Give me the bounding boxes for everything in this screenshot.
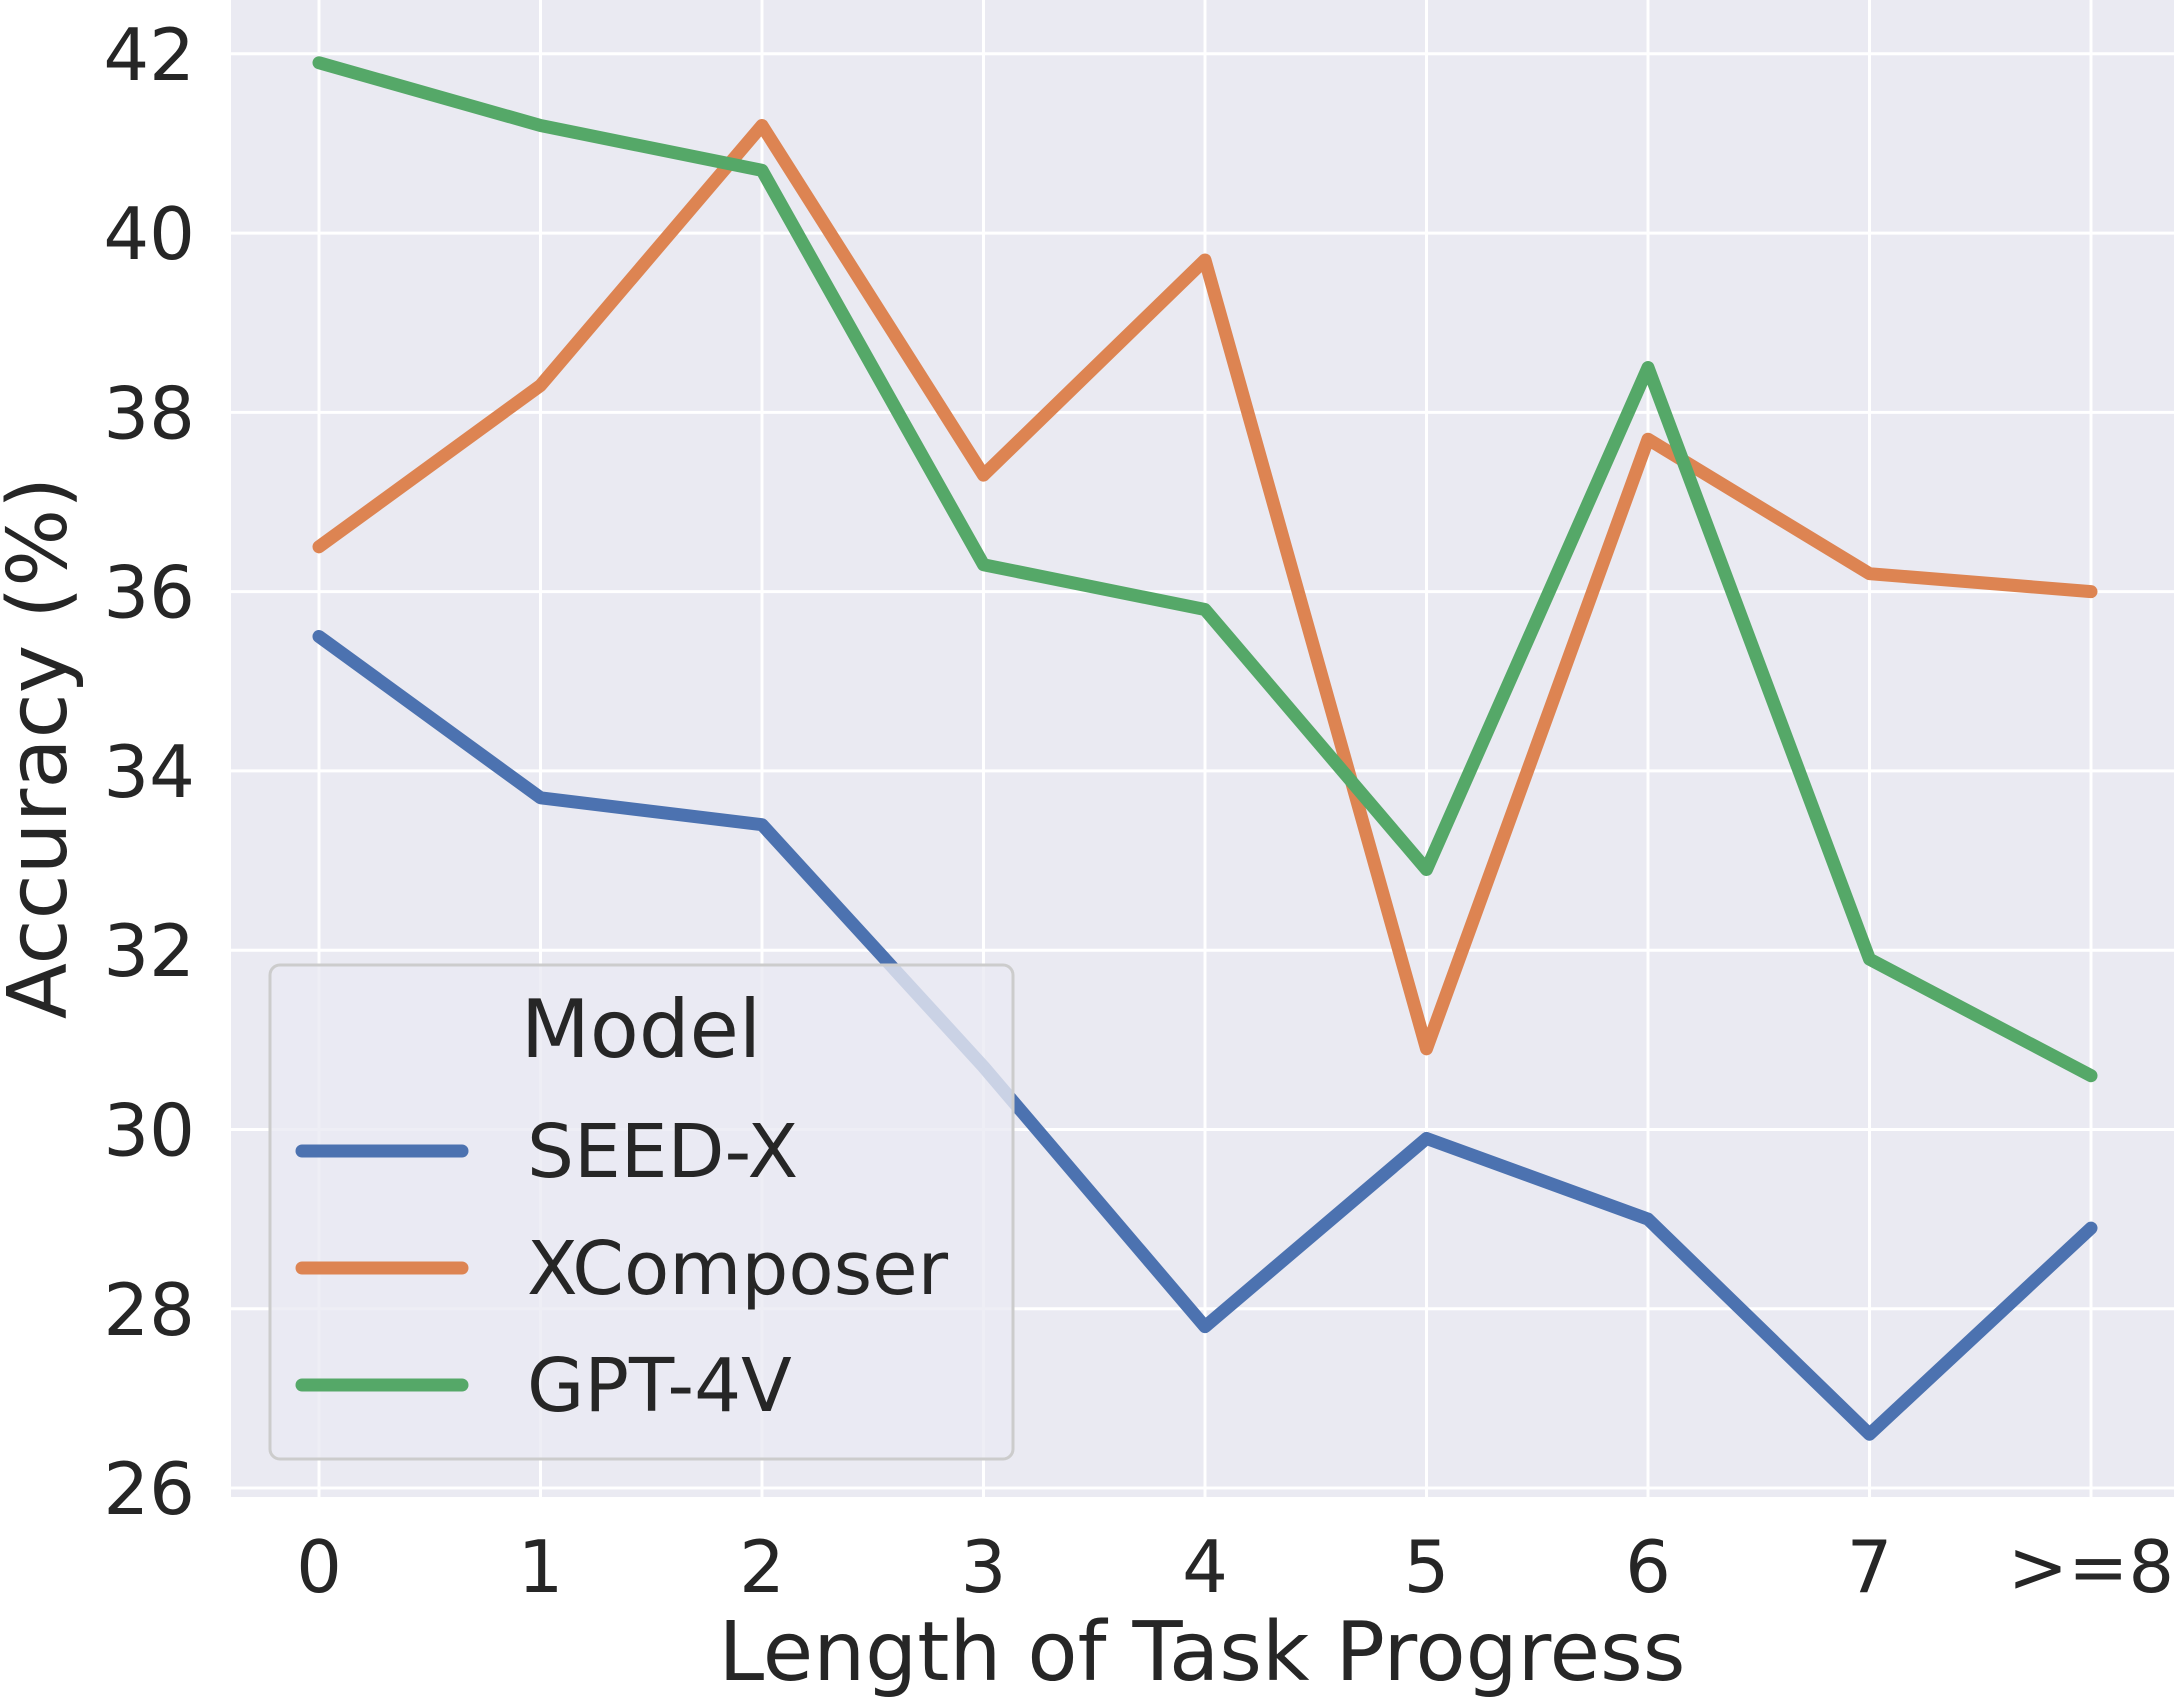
x-tick-label: 1 bbox=[518, 1525, 564, 1609]
x-axis-title: Length of Task Progress bbox=[719, 1605, 1686, 1700]
series-line-seed-x bbox=[312, 629, 2098, 1441]
series-lines bbox=[312, 56, 2098, 1441]
x-tick-label: 7 bbox=[1847, 1525, 1893, 1609]
legend-label: GPT-4V bbox=[527, 1343, 792, 1429]
legend: Model SEED-X XComposer GPT-4V bbox=[268, 963, 1015, 1461]
y-tick-label: 28 bbox=[103, 1268, 195, 1352]
x-tick-label: 2 bbox=[739, 1525, 785, 1609]
x-tick-label: 5 bbox=[1404, 1525, 1450, 1609]
x-tick-label: 0 bbox=[296, 1525, 342, 1609]
y-tick-label: 38 bbox=[103, 371, 195, 455]
y-axis-title: Accuracy (%) bbox=[0, 477, 86, 1019]
x-tick-labels: 0 1 2 3 4 5 6 7 >=8 bbox=[296, 1525, 2174, 1609]
x-tick-label: 6 bbox=[1625, 1525, 1671, 1609]
legend-label: SEED-X bbox=[527, 1109, 798, 1195]
legend-title: Model bbox=[521, 983, 761, 1076]
series-line-xcomposer bbox=[312, 118, 2098, 1056]
x-tick-label: 4 bbox=[1182, 1525, 1228, 1609]
y-tick-labels: 26 28 30 32 34 36 38 40 42 bbox=[103, 13, 195, 1531]
y-tick-label: 30 bbox=[103, 1088, 195, 1172]
y-tick-label: 32 bbox=[103, 909, 195, 993]
x-tick-label: >=8 bbox=[2008, 1525, 2174, 1609]
y-tick-label: 36 bbox=[103, 551, 195, 635]
y-tick-label: 26 bbox=[103, 1447, 195, 1531]
grid bbox=[231, 0, 2174, 1497]
legend-box bbox=[268, 963, 1015, 1461]
series-line-gpt-4v bbox=[312, 56, 2098, 1083]
y-tick-label: 42 bbox=[103, 13, 195, 97]
x-tick-label: 3 bbox=[961, 1525, 1007, 1609]
legend-label: XComposer bbox=[527, 1226, 949, 1312]
y-tick-label: 34 bbox=[103, 730, 195, 814]
y-tick-label: 40 bbox=[103, 192, 195, 276]
